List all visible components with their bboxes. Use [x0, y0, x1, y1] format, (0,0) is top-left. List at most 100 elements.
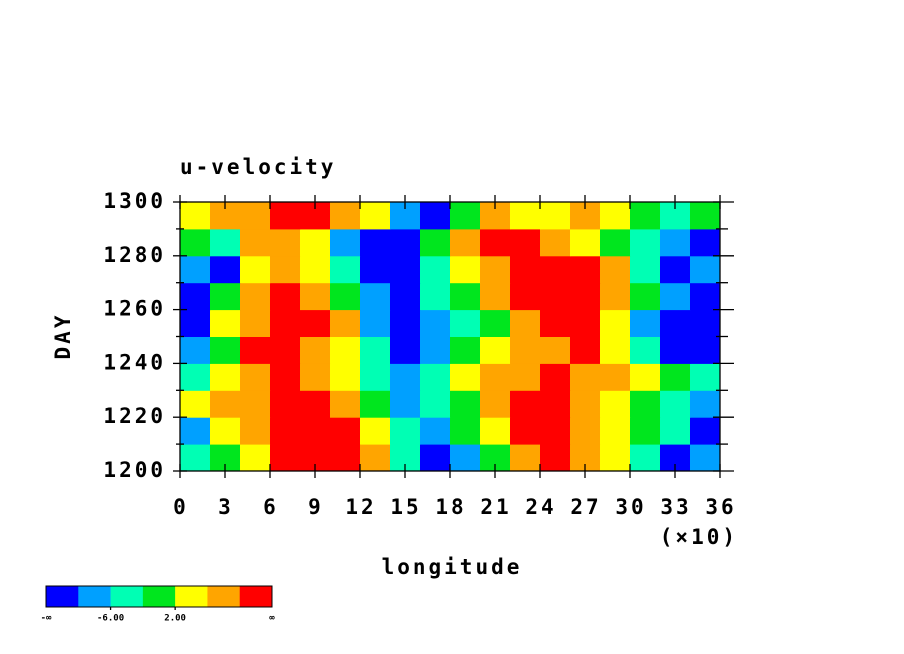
field-cell	[270, 417, 301, 445]
field-cell	[600, 255, 631, 284]
field-cell	[660, 309, 691, 337]
field-cell	[690, 282, 721, 311]
y-axis-label: DAY	[51, 313, 75, 360]
field-cell	[480, 309, 511, 337]
field-cell	[360, 390, 391, 418]
field-cell	[180, 390, 211, 418]
field-cell	[330, 363, 361, 391]
x-tick-label: 12	[345, 495, 376, 519]
field-cell	[330, 444, 361, 472]
colorbar-frame	[45, 585, 273, 608]
field-cell	[630, 282, 661, 311]
field-cell	[690, 202, 721, 230]
field-cell	[270, 390, 301, 418]
colorbar-swatch	[175, 586, 208, 607]
field-cell	[210, 417, 241, 445]
field-cell	[570, 417, 601, 445]
field-cell	[660, 363, 691, 391]
field-cell	[450, 228, 481, 257]
field-cell	[480, 228, 511, 257]
field-cell	[180, 309, 211, 337]
field-cell	[240, 228, 271, 257]
field-cell	[300, 336, 331, 364]
field-cell	[240, 255, 271, 284]
field-cell	[570, 390, 601, 418]
field-cell	[210, 309, 241, 337]
field-cell	[300, 390, 331, 418]
field-cell	[510, 444, 541, 472]
field-cell	[570, 255, 601, 284]
field-cell	[630, 255, 661, 284]
field-cell	[630, 417, 661, 445]
field-cell	[240, 390, 271, 418]
field-cell	[420, 228, 451, 257]
field-cell	[450, 202, 481, 230]
field-cell	[300, 255, 331, 284]
x-tick-label: 6	[263, 495, 279, 519]
field-cell	[480, 417, 511, 445]
field-cell	[210, 336, 241, 364]
field-cell	[630, 336, 661, 364]
x-tick-label: 3	[218, 495, 234, 519]
field-cell	[630, 309, 661, 337]
field-cell	[390, 363, 421, 391]
field-cell	[270, 202, 301, 230]
field-cell	[600, 336, 631, 364]
field-cell	[540, 363, 571, 391]
field-cell	[570, 336, 601, 364]
field-cell	[360, 202, 391, 230]
field-cell	[450, 255, 481, 284]
field-cell	[360, 363, 391, 391]
field-cell	[690, 255, 721, 284]
field-cell	[270, 363, 301, 391]
field-cell	[540, 336, 571, 364]
field-cell	[270, 309, 301, 337]
field-cell	[510, 390, 541, 418]
field-cell	[210, 228, 241, 257]
y-tick-label: 1260	[103, 297, 166, 321]
field-cell	[300, 363, 331, 391]
field-cell	[210, 390, 241, 418]
field-cell	[270, 336, 301, 364]
field-cell	[660, 390, 691, 418]
field-cell	[510, 282, 541, 311]
field-cell	[390, 228, 421, 257]
colorbar-swatch	[142, 586, 176, 607]
field-cell	[660, 255, 691, 284]
field-cell	[420, 417, 451, 445]
field-cell	[510, 255, 541, 284]
field-cell	[360, 309, 391, 337]
field-cell	[630, 228, 661, 257]
field-cell	[330, 417, 361, 445]
field-cell	[180, 282, 211, 311]
y-tick-label: 1240	[103, 350, 166, 374]
x-tick-label: 21	[480, 495, 511, 519]
x-multiplier-label: (×10)	[660, 525, 738, 549]
field-cell	[630, 202, 661, 230]
chart-title: u-velocity	[180, 155, 336, 179]
field-cell	[210, 363, 241, 391]
field-cell	[360, 336, 391, 364]
x-tick-label: 15	[390, 495, 421, 519]
field-cell	[330, 202, 361, 230]
field-cell	[600, 282, 631, 311]
colorbar-swatch	[239, 586, 273, 607]
field-cell	[600, 444, 631, 472]
field-cell	[660, 228, 691, 257]
field-cell	[570, 363, 601, 391]
field-cell	[690, 228, 721, 257]
field-cell	[480, 282, 511, 311]
field-cell	[480, 336, 511, 364]
field-cell	[240, 417, 271, 445]
field-cell	[210, 282, 241, 311]
field-cell	[510, 363, 541, 391]
field-cell	[690, 390, 721, 418]
field-cell	[540, 444, 571, 472]
field-cell	[420, 444, 451, 472]
field-cell	[270, 228, 301, 257]
y-tick-label: 1220	[103, 404, 166, 428]
field-cell	[540, 228, 571, 257]
field-cell	[180, 336, 211, 364]
field-cell	[360, 255, 391, 284]
